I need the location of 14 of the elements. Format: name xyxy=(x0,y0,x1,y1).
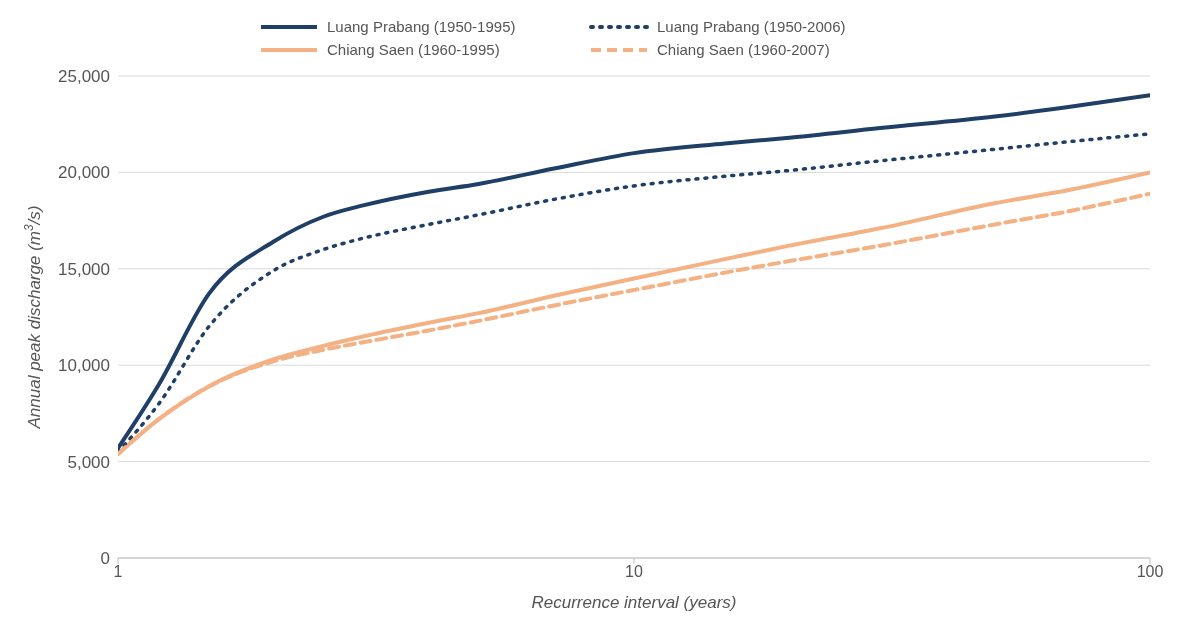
x-tick-label: 10 xyxy=(625,563,643,581)
x-tick-label: 100 xyxy=(1136,563,1164,581)
x-tick-label: 1 xyxy=(113,563,123,581)
legend-label: Chiang Saen (1960-1995) xyxy=(327,41,500,58)
y-tick-label: 20,000 xyxy=(58,163,110,183)
y-tick-label: 15,000 xyxy=(58,259,110,279)
y-tick-label: 0 xyxy=(100,549,110,569)
y-tick-label: 5,000 xyxy=(67,452,110,472)
legend-label: Chiang Saen (1960-2007) xyxy=(657,41,830,58)
y-tick-label: 25,000 xyxy=(58,67,110,87)
x-axis-title: Recurrence interval (years) xyxy=(531,593,737,612)
y-tick-label: 10,000 xyxy=(58,356,110,376)
legend-label: Luang Prabang (1950-2006) xyxy=(657,18,846,35)
legend-label: Luang Prabang (1950-1995) xyxy=(327,18,516,35)
